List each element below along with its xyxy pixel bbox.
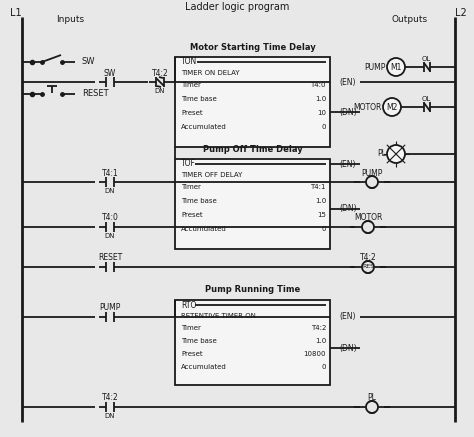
Text: DN: DN <box>105 413 115 419</box>
Text: Pump Running Time: Pump Running Time <box>205 285 300 295</box>
Text: 1.0: 1.0 <box>315 96 326 102</box>
Text: 10800: 10800 <box>303 351 326 357</box>
Text: PUMP: PUMP <box>100 304 121 312</box>
Text: RETENTIVE TIMER ON: RETENTIVE TIMER ON <box>181 313 256 319</box>
Bar <box>175 300 330 385</box>
Text: 0: 0 <box>321 364 326 370</box>
Text: Time base: Time base <box>181 338 217 344</box>
Text: L1: L1 <box>10 8 22 18</box>
Text: (DN): (DN) <box>339 343 357 353</box>
Text: T4:2: T4:2 <box>152 69 168 77</box>
Text: M2: M2 <box>386 103 398 111</box>
Text: (EN): (EN) <box>340 77 356 87</box>
Text: 1.0: 1.0 <box>315 338 326 344</box>
Bar <box>175 159 330 249</box>
Text: (EN): (EN) <box>340 160 356 169</box>
Bar <box>175 57 330 147</box>
Text: TIMER ON DELAY: TIMER ON DELAY <box>181 70 240 76</box>
Text: TON: TON <box>181 58 197 66</box>
Text: M1: M1 <box>390 62 401 72</box>
Text: RESET: RESET <box>98 253 122 263</box>
Text: SW: SW <box>82 58 95 66</box>
Text: (DN): (DN) <box>339 205 357 214</box>
Text: Inputs: Inputs <box>56 14 84 24</box>
Text: T4:0: T4:0 <box>101 214 118 222</box>
Text: 10: 10 <box>317 110 326 116</box>
Text: TOF: TOF <box>181 160 196 169</box>
Text: (EN): (EN) <box>340 312 356 322</box>
Text: PUMP: PUMP <box>365 62 386 72</box>
Text: 1.0: 1.0 <box>315 198 326 204</box>
Text: T4:1: T4:1 <box>310 184 326 190</box>
Circle shape <box>383 98 401 116</box>
Text: Accumulated: Accumulated <box>181 226 227 232</box>
Text: T4:2: T4:2 <box>360 253 376 263</box>
Text: T4:0: T4:0 <box>310 82 326 88</box>
Text: PUMP: PUMP <box>361 169 383 177</box>
Text: 15: 15 <box>317 212 326 218</box>
Text: 0: 0 <box>321 124 326 130</box>
Text: Timer: Timer <box>181 184 201 190</box>
Text: Timer: Timer <box>181 325 201 331</box>
Text: DN: DN <box>105 233 115 239</box>
Text: OL: OL <box>421 56 430 62</box>
Text: Ladder logic program: Ladder logic program <box>185 2 289 12</box>
Text: 0: 0 <box>321 226 326 232</box>
Text: Preset: Preset <box>181 351 202 357</box>
Text: MOTOR: MOTOR <box>354 214 382 222</box>
Text: Preset: Preset <box>181 212 202 218</box>
Text: SW: SW <box>104 69 116 77</box>
Text: Pump Off Time Delay: Pump Off Time Delay <box>202 145 302 153</box>
Text: T4:2: T4:2 <box>310 325 326 331</box>
Text: Preset: Preset <box>181 110 202 116</box>
Text: RTO: RTO <box>181 301 196 309</box>
Text: PL: PL <box>377 149 386 159</box>
Text: RES: RES <box>362 264 374 270</box>
Text: L2: L2 <box>455 8 467 18</box>
Text: DN: DN <box>105 188 115 194</box>
Text: Time base: Time base <box>181 198 217 204</box>
Text: T4:1: T4:1 <box>101 169 118 177</box>
Text: OL: OL <box>421 96 430 102</box>
Text: Accumulated: Accumulated <box>181 124 227 130</box>
Text: TIMER OFF DELAY: TIMER OFF DELAY <box>181 172 242 178</box>
Text: Accumulated: Accumulated <box>181 364 227 370</box>
Text: Outputs: Outputs <box>392 14 428 24</box>
Text: Timer: Timer <box>181 82 201 88</box>
Text: DN: DN <box>155 88 165 94</box>
Circle shape <box>387 145 405 163</box>
Text: RESET: RESET <box>82 90 109 98</box>
Text: MOTOR: MOTOR <box>354 103 382 111</box>
Text: Motor Starting Time Delay: Motor Starting Time Delay <box>190 42 315 52</box>
Text: (DN): (DN) <box>339 108 357 117</box>
Text: T4:2: T4:2 <box>101 393 118 402</box>
Text: Time base: Time base <box>181 96 217 102</box>
Circle shape <box>387 58 405 76</box>
Text: PL: PL <box>367 393 376 402</box>
